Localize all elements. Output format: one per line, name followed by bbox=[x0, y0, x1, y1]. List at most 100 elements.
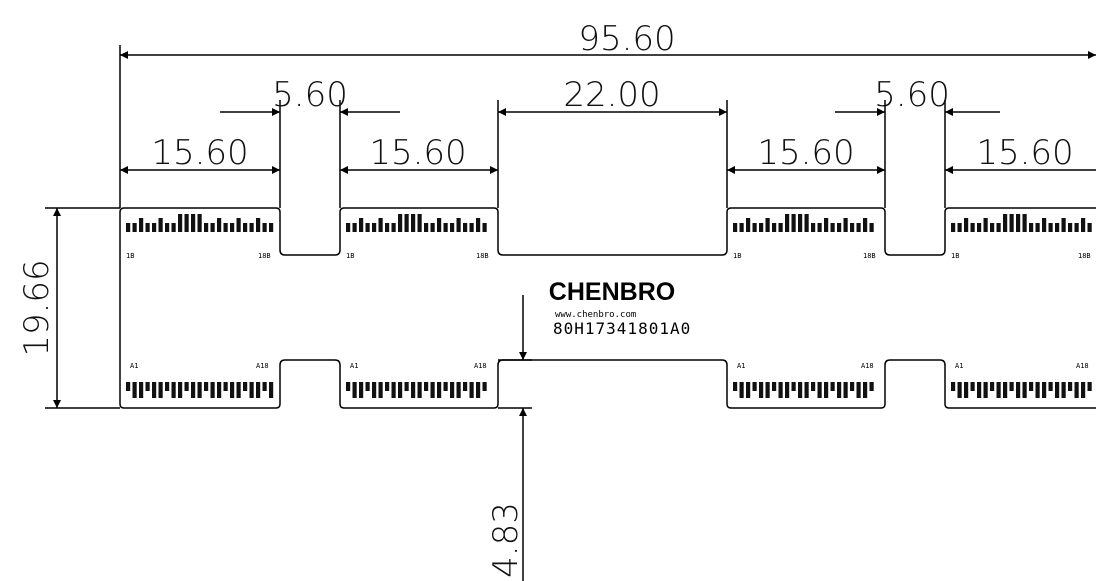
pin-label: 18B bbox=[476, 252, 489, 260]
contact-pad bbox=[476, 218, 481, 232]
contact-pad bbox=[843, 218, 848, 232]
contact-pad bbox=[977, 382, 982, 398]
contact-pad bbox=[391, 223, 396, 232]
contact-pad bbox=[1061, 218, 1066, 232]
contact-pad bbox=[210, 223, 215, 232]
contact-pad bbox=[126, 382, 131, 391]
pin-label: 18B bbox=[863, 252, 876, 260]
contact-pad bbox=[1003, 214, 1008, 232]
contact-pad bbox=[352, 223, 357, 232]
contact-pad bbox=[1068, 382, 1073, 391]
contact-pad bbox=[210, 382, 215, 398]
contact-pad bbox=[1022, 214, 1027, 232]
contact-pad bbox=[365, 223, 370, 232]
contact-pad bbox=[1035, 223, 1040, 232]
contact-pad bbox=[1016, 382, 1021, 398]
contact-pad bbox=[1042, 382, 1047, 398]
contact-pad bbox=[171, 382, 176, 398]
contact-pad bbox=[957, 382, 962, 398]
contact-pad bbox=[139, 218, 144, 232]
contact-pad bbox=[404, 214, 409, 232]
dimension-lines bbox=[45, 45, 1096, 581]
contact-pad bbox=[269, 223, 274, 232]
pin-label: A1 bbox=[955, 362, 963, 370]
contact-pad bbox=[126, 223, 131, 232]
contact-pad bbox=[171, 223, 176, 232]
logo: CHENBRO bbox=[549, 278, 675, 306]
contact-pad bbox=[970, 223, 975, 232]
contact-pad bbox=[378, 382, 383, 398]
contact-pad bbox=[132, 382, 137, 398]
contact-pad bbox=[197, 382, 202, 398]
contact-pad bbox=[1081, 382, 1086, 398]
dimension-label: 19.66 bbox=[17, 259, 57, 356]
contact-pad bbox=[765, 218, 770, 232]
contact-pad bbox=[798, 382, 803, 398]
contact-pad bbox=[456, 218, 461, 232]
contact-pad bbox=[443, 382, 448, 391]
pin-label: A18 bbox=[474, 362, 487, 370]
contact-pad bbox=[223, 382, 228, 391]
pin-label: 1B bbox=[346, 252, 354, 260]
contact-pad bbox=[482, 223, 487, 232]
pin-label: A18 bbox=[861, 362, 874, 370]
contact-pad bbox=[970, 382, 975, 391]
contact-pad bbox=[791, 382, 796, 391]
dimension-label: 95.60 bbox=[578, 19, 675, 59]
contact-pad bbox=[184, 382, 189, 391]
contact-pad bbox=[1042, 218, 1047, 232]
contacts bbox=[126, 214, 1092, 398]
contact-pad bbox=[1022, 382, 1027, 398]
contact-pad bbox=[983, 382, 988, 398]
contact-pad bbox=[223, 223, 228, 232]
contact-pad bbox=[424, 223, 429, 232]
contact-pad bbox=[391, 382, 396, 398]
contact-pad bbox=[411, 382, 416, 398]
contact-pad bbox=[152, 382, 157, 398]
contact-pad bbox=[378, 218, 383, 232]
logo-url: www.chenbro.com bbox=[555, 310, 636, 320]
contact-pad bbox=[359, 382, 364, 398]
contact-pad bbox=[1009, 214, 1014, 232]
contact-pad bbox=[352, 382, 357, 398]
contact-pad bbox=[817, 382, 822, 398]
contact-pad bbox=[752, 223, 757, 232]
contact-pad bbox=[359, 218, 364, 232]
contact-pad bbox=[1048, 382, 1053, 391]
contact-pad bbox=[158, 382, 163, 398]
part-number: 80H17341801A0 bbox=[553, 319, 691, 338]
contact-pad bbox=[765, 382, 770, 398]
contact-pad bbox=[139, 382, 144, 398]
contact-pad bbox=[230, 382, 235, 398]
contact-pad bbox=[1068, 223, 1073, 232]
contact-pad bbox=[1061, 382, 1066, 398]
contact-pad bbox=[243, 223, 248, 232]
contact-pad bbox=[964, 382, 969, 398]
contact-pad bbox=[404, 382, 409, 391]
dimension-label: 15.60 bbox=[369, 133, 466, 173]
contact-pad bbox=[856, 382, 861, 398]
contact-pad bbox=[811, 223, 816, 232]
contact-pad bbox=[424, 382, 429, 391]
contact-pad bbox=[145, 382, 150, 391]
contact-pad bbox=[791, 214, 796, 232]
contact-pad bbox=[830, 223, 835, 232]
contact-pad bbox=[463, 382, 468, 391]
contact-pad bbox=[759, 382, 764, 398]
contact-pad bbox=[346, 382, 351, 391]
contact-pad bbox=[430, 382, 435, 398]
contact-pad bbox=[262, 223, 267, 232]
contact-pad bbox=[1035, 382, 1040, 398]
contact-pad bbox=[746, 382, 751, 398]
contact-pad bbox=[1074, 382, 1079, 398]
contact-pad bbox=[178, 382, 183, 398]
pin-label: A18 bbox=[1076, 362, 1089, 370]
contact-pad bbox=[476, 382, 481, 398]
contact-pad bbox=[1016, 214, 1021, 232]
contact-pad bbox=[843, 382, 848, 398]
contact-pad bbox=[837, 382, 842, 398]
dimension-label: 22.00 bbox=[563, 75, 660, 115]
contact-pad bbox=[249, 223, 254, 232]
contact-pad bbox=[262, 382, 267, 391]
contact-pad bbox=[830, 382, 835, 391]
